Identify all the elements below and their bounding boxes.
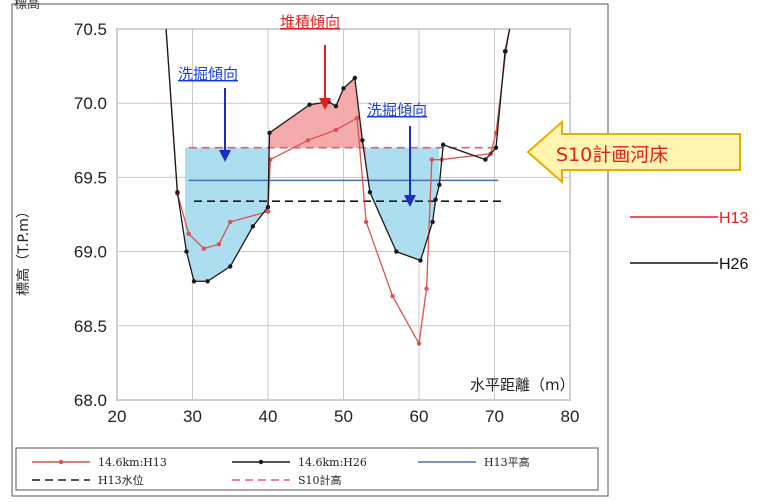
legend-marker <box>58 459 64 465</box>
plan-bed-callout: S10計画河床 <box>526 119 741 185</box>
arrow-head <box>219 150 231 162</box>
legend-frame <box>15 447 599 491</box>
data-point <box>205 279 210 284</box>
x-tick-label: 20 <box>108 407 127 426</box>
tick-labels: 20 30 40 50 60 70 80 68.0 68.5 69.0 69.5 70.0 70.5 <box>74 20 580 426</box>
legend-label: H13平高 <box>484 455 530 469</box>
y-tick-label: 68.0 <box>74 391 107 410</box>
data-point <box>352 75 358 81</box>
y-tick-label: 69.5 <box>74 168 107 187</box>
data-point <box>424 286 429 291</box>
data-point <box>502 49 508 54</box>
data-point <box>437 182 442 188</box>
legend-label: H13水位 <box>98 473 144 487</box>
deposit-label: 堆積傾向 <box>280 13 340 31</box>
x-tick-label: 80 <box>561 407 580 426</box>
data-point <box>307 102 312 107</box>
plot-area <box>116 28 571 401</box>
data-point <box>367 190 373 195</box>
scour-fill <box>366 147 440 261</box>
data-point <box>265 204 271 210</box>
legend-marker <box>258 459 264 465</box>
y-tick-label: 69.0 <box>74 243 107 262</box>
data-point <box>184 249 189 254</box>
callout-arrow-shape <box>526 119 741 185</box>
side-legend-label: H26 <box>719 256 748 273</box>
x-tick-label: 40 <box>259 407 278 426</box>
data-point <box>430 219 435 225</box>
data-point <box>354 115 360 121</box>
data-point <box>390 293 395 299</box>
annotation-arrows <box>219 45 416 207</box>
legend-label: 14.6km:H26 <box>298 456 367 469</box>
deposit-fill <box>268 77 367 208</box>
data-point <box>416 341 422 346</box>
scour-right-label: 洗掘傾向 <box>367 101 427 119</box>
data-point <box>333 103 339 109</box>
legend-label: S10計高 <box>298 473 342 487</box>
data-point <box>433 197 438 202</box>
series-line <box>165 28 511 282</box>
y-tick-label: 70.5 <box>74 20 107 39</box>
data-point <box>265 209 271 214</box>
data-point <box>440 142 446 147</box>
data-point <box>360 138 365 143</box>
data-point <box>228 219 233 225</box>
data-point <box>363 219 369 225</box>
data-point <box>483 157 488 162</box>
x-tick-label: 70 <box>485 407 504 426</box>
data-point <box>418 258 423 263</box>
data-point <box>216 241 222 247</box>
data-point <box>267 130 272 136</box>
data-point <box>305 138 311 143</box>
data-point <box>493 145 499 150</box>
callout-label: S10計画河床 <box>556 144 668 166</box>
legend: 14.6km:H13 14.6km:H26 H13平高 H13水位 S10計高 <box>15 447 599 491</box>
data-point <box>341 86 346 91</box>
data-point <box>201 246 207 251</box>
legend-label: 14.6km:H13 <box>98 456 167 469</box>
data-point <box>175 190 180 195</box>
data-point <box>228 264 233 269</box>
data-point <box>394 249 399 254</box>
x-tick-label: 50 <box>334 407 353 426</box>
side-legend-label: H13 <box>719 210 748 227</box>
cut-label: 標高 <box>14 0 40 12</box>
data-point <box>191 279 197 284</box>
arrow-head <box>404 195 416 207</box>
data-point <box>429 157 435 162</box>
data-point <box>186 231 191 236</box>
side-legend: H13 H26 <box>630 210 748 273</box>
data-point <box>333 127 339 133</box>
y-axis-title: 標高（T.P.m） <box>15 204 32 296</box>
y-tick-label: 70.0 <box>74 94 107 113</box>
x-axis-title: 水平距離（m） <box>470 376 575 394</box>
x-tick-label: 60 <box>410 407 429 426</box>
x-tick-label: 30 <box>183 407 202 426</box>
y-tick-label: 68.5 <box>74 317 107 336</box>
arrow-head <box>319 98 331 110</box>
data-point <box>250 224 256 229</box>
scour-left-label: 洗掘傾向 <box>178 65 238 83</box>
